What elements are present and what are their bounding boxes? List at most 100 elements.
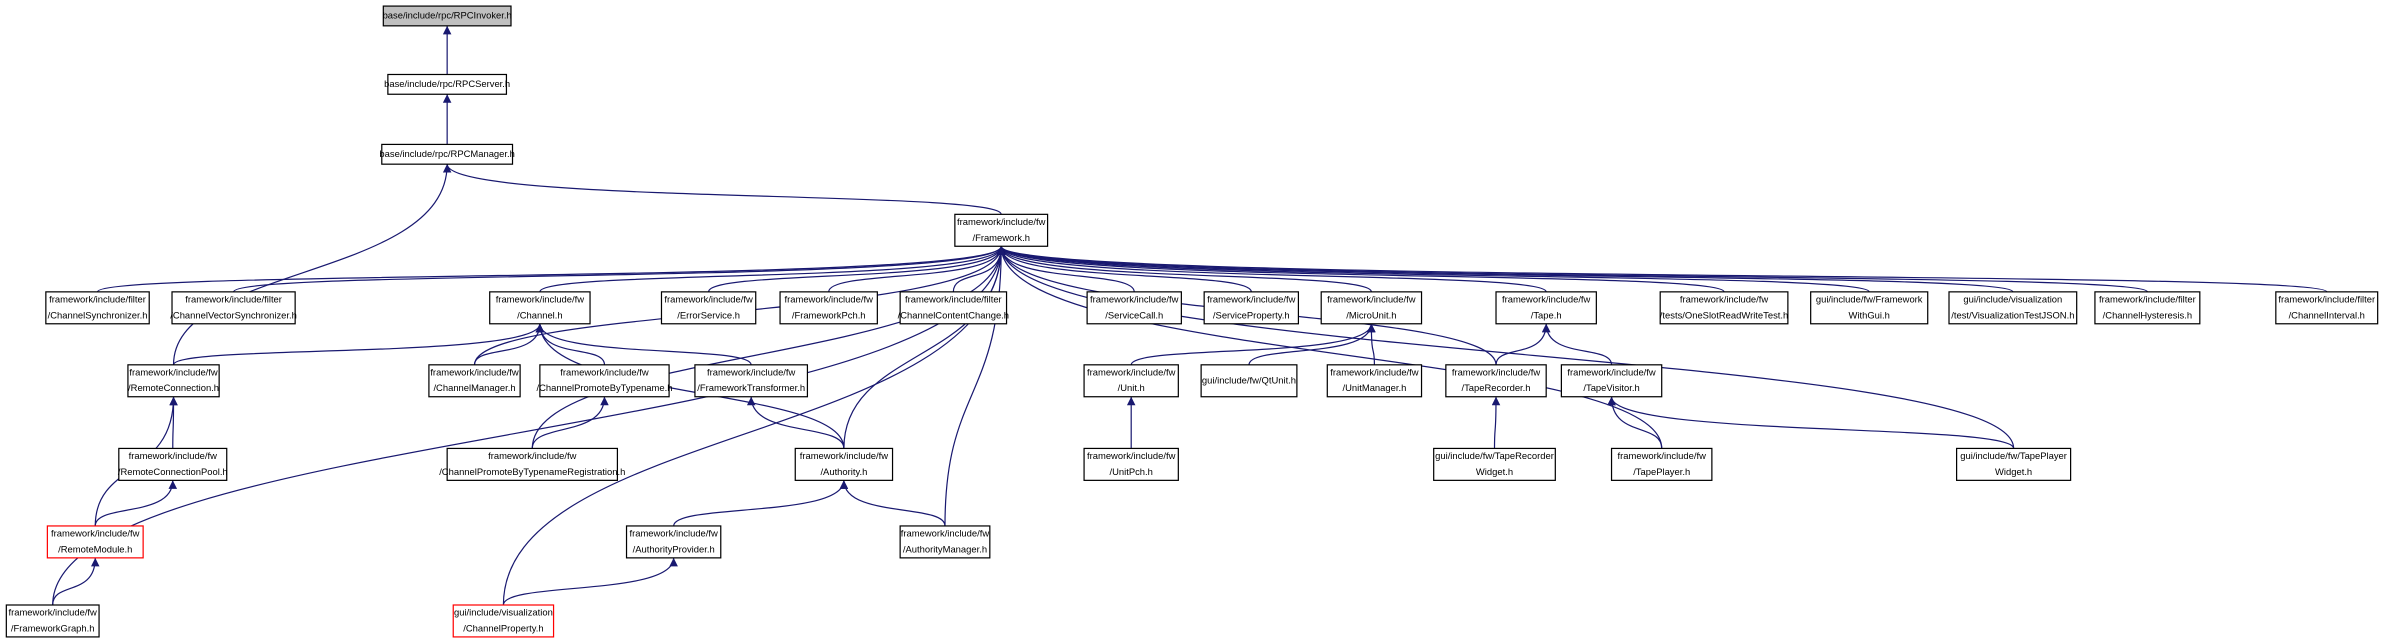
edge — [52, 557, 100, 606]
node — [1200, 364, 1298, 398]
node — [539, 364, 670, 398]
node-label: /ChannelInterval.h — [2289, 309, 2365, 320]
node-label: base/include/rpc/RPCManager.h — [379, 148, 514, 159]
edge — [535, 323, 752, 366]
edge — [997, 245, 2148, 293]
node-label: /ChannelContentChange.h — [898, 309, 1009, 320]
node-label: framework/include/fw — [51, 527, 140, 538]
edge — [1495, 323, 1551, 365]
node — [1610, 447, 1713, 481]
node — [899, 291, 1008, 325]
node — [452, 604, 555, 638]
node — [171, 291, 296, 325]
node-label: /TapeVisitor.h — [1583, 382, 1639, 393]
edge — [997, 245, 2014, 293]
edge — [1607, 396, 1663, 449]
node-label: /Channel.h — [517, 309, 563, 320]
edge — [997, 246, 1252, 293]
node-label: Widget.h — [1995, 466, 2032, 477]
edge — [997, 245, 2328, 293]
node — [1086, 291, 1182, 325]
node-label: /tests/OneSlotReadWriteTest.h — [1660, 309, 1788, 320]
node-label: framework/include/fw — [496, 293, 585, 304]
node — [1320, 291, 1423, 325]
node-label: /Framework.h — [972, 232, 1030, 243]
node-label: /TapeRecorder.h — [1462, 382, 1531, 393]
node-label: /ChannelHysteresis.h — [2103, 309, 2192, 320]
node-label: /ServiceProperty.h — [1213, 309, 1290, 320]
node-label: /FrameworkTransformer.h — [697, 382, 805, 393]
node-label: /AuthorityProvider.h — [633, 543, 715, 554]
node-label: gui/include/fw/TapeRecorder — [1435, 450, 1554, 461]
edge — [828, 246, 1006, 293]
node-label: framework/include/fw — [1330, 366, 1419, 377]
node — [779, 291, 878, 325]
node-label: framework/include/fw — [560, 366, 649, 377]
node-label: Widget.h — [1476, 466, 1513, 477]
node-label: /ChannelSynchronizer.h — [48, 309, 148, 320]
node-label: framework/include/fw — [1680, 293, 1769, 304]
edge — [96, 245, 1006, 293]
edge — [94, 480, 178, 527]
node-label: framework/include/fw — [664, 293, 753, 304]
node-label: framework/include/fw — [1567, 366, 1656, 377]
node — [1810, 291, 1929, 325]
node-label: framework/include/fw — [785, 293, 874, 304]
node — [1948, 291, 2078, 325]
node-label: base/include/rpc/RPCInvoker.h — [383, 9, 512, 20]
node — [489, 291, 591, 325]
edge — [746, 396, 845, 449]
node — [660, 291, 757, 325]
node — [1083, 364, 1179, 398]
node — [1495, 291, 1597, 325]
node-label: framework/include/fw — [1207, 293, 1296, 304]
node-label: framework/include/fw — [1327, 293, 1416, 304]
node-label: framework/include/filter — [49, 293, 146, 304]
edge — [997, 246, 1547, 293]
node-label: framework/include/filter — [2099, 293, 2196, 304]
node-label: framework/include/fw — [1618, 450, 1707, 461]
node-label: /test/VisualizationTestJSON.h — [1951, 309, 2074, 320]
edge — [997, 246, 1135, 293]
node-label: /ChannelVectorSynchronizer.h — [170, 309, 297, 320]
edge — [1541, 323, 1613, 365]
node-label: framework/include/fw — [488, 450, 577, 461]
node-label: gui/include/visualization — [454, 606, 553, 617]
edge — [502, 557, 678, 606]
edge — [172, 164, 452, 365]
node — [446, 447, 619, 481]
node-label: framework/include/fw — [629, 527, 718, 538]
node — [428, 364, 521, 398]
node-label: framework/include/fw — [1452, 366, 1541, 377]
edge — [997, 246, 1663, 449]
edge — [843, 246, 1006, 449]
edge — [539, 246, 1006, 293]
node — [127, 364, 220, 398]
node — [2094, 291, 2201, 325]
node — [1203, 291, 1300, 325]
node — [46, 525, 144, 559]
edge — [443, 163, 1002, 215]
node-label: /ChannelPromoteByTypename.h — [537, 382, 673, 393]
node-label: /ChannelProperty.h — [463, 622, 543, 633]
node-label: /RemoteConnection.h — [128, 382, 219, 393]
node-label: framework/include/filter — [185, 293, 282, 304]
node — [5, 604, 100, 638]
node — [694, 364, 809, 398]
edge — [1130, 323, 1376, 366]
node-label: framework/include/fw — [129, 450, 218, 461]
node-label: framework/include/fw — [1087, 366, 1176, 377]
node-label: /UnitManager.h — [1343, 382, 1407, 393]
node-label: /RemoteConnectionPool.h — [118, 466, 228, 477]
node — [1445, 364, 1547, 398]
node-label: /ServiceCall.h — [1105, 309, 1163, 320]
edge — [531, 396, 609, 449]
node — [1659, 291, 1789, 325]
node-label: /FrameworkPch.h — [792, 309, 866, 320]
node-label: /AuthorityManager.h — [903, 543, 987, 554]
edge — [473, 323, 545, 365]
node-label: /Authority.h — [820, 466, 867, 477]
edge — [839, 480, 946, 527]
node — [1955, 447, 2072, 481]
